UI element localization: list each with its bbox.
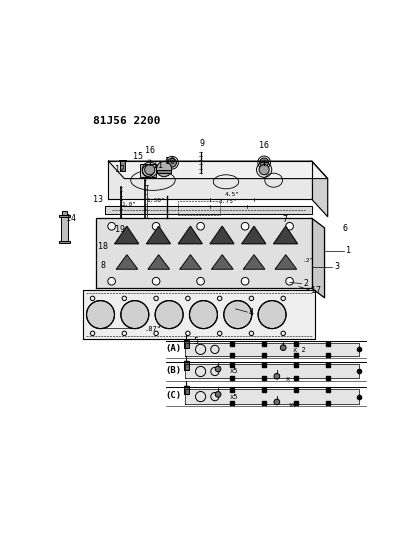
Polygon shape xyxy=(178,227,202,244)
Bar xyxy=(178,201,219,215)
Bar xyxy=(59,214,70,217)
Text: 1.0": 1.0" xyxy=(121,203,136,207)
Circle shape xyxy=(155,301,183,328)
Text: 19: 19 xyxy=(114,225,124,234)
Polygon shape xyxy=(184,343,359,356)
Text: 7: 7 xyxy=(282,215,287,224)
Circle shape xyxy=(196,222,204,230)
Circle shape xyxy=(108,277,115,285)
Text: 5: 5 xyxy=(193,337,198,346)
Circle shape xyxy=(86,301,114,328)
Bar xyxy=(62,211,67,215)
Bar xyxy=(59,240,70,243)
Polygon shape xyxy=(273,227,297,244)
Polygon shape xyxy=(148,255,169,269)
Bar xyxy=(183,386,189,394)
Circle shape xyxy=(258,301,285,328)
Circle shape xyxy=(152,222,160,230)
Circle shape xyxy=(240,277,248,285)
Polygon shape xyxy=(108,161,327,179)
Circle shape xyxy=(240,222,248,230)
Polygon shape xyxy=(96,219,311,288)
Text: (B): (B) xyxy=(165,366,181,375)
Text: .2": .2" xyxy=(301,258,313,263)
Circle shape xyxy=(215,392,220,397)
Ellipse shape xyxy=(156,161,171,177)
Bar xyxy=(140,164,156,177)
Circle shape xyxy=(121,301,148,328)
Polygon shape xyxy=(274,255,296,269)
Bar xyxy=(157,171,171,173)
Circle shape xyxy=(189,301,217,328)
Text: 11: 11 xyxy=(152,161,162,171)
Text: 6: 6 xyxy=(342,224,347,233)
Circle shape xyxy=(273,374,279,379)
Text: 81J56 2200: 81J56 2200 xyxy=(92,116,160,126)
Polygon shape xyxy=(243,255,264,269)
Text: 13: 13 xyxy=(93,196,103,204)
Circle shape xyxy=(273,399,279,405)
Text: 2: 2 xyxy=(302,279,307,288)
Polygon shape xyxy=(116,255,137,269)
Polygon shape xyxy=(180,255,201,269)
Bar xyxy=(118,159,125,161)
Polygon shape xyxy=(146,227,170,244)
Circle shape xyxy=(285,277,293,285)
Text: 3: 3 xyxy=(334,262,339,271)
Polygon shape xyxy=(241,227,265,244)
Polygon shape xyxy=(311,161,327,217)
Text: (A): (A) xyxy=(165,344,181,353)
Text: 8: 8 xyxy=(100,262,105,270)
Polygon shape xyxy=(108,161,311,199)
Text: x4: x4 xyxy=(288,401,296,408)
Polygon shape xyxy=(311,219,324,298)
Text: 9: 9 xyxy=(199,139,204,148)
Polygon shape xyxy=(210,227,234,244)
Bar xyxy=(183,340,189,348)
Circle shape xyxy=(223,301,251,328)
Circle shape xyxy=(152,277,160,285)
Text: x 2: x 2 xyxy=(292,347,305,353)
Text: (C): (C) xyxy=(165,391,181,400)
Text: 17: 17 xyxy=(310,286,320,295)
Polygon shape xyxy=(105,206,311,214)
Text: 1.38": 1.38" xyxy=(146,198,164,204)
Circle shape xyxy=(215,366,220,372)
Bar xyxy=(183,361,189,369)
Polygon shape xyxy=(184,365,359,378)
Text: 12: 12 xyxy=(114,165,124,174)
Bar xyxy=(119,161,124,171)
Circle shape xyxy=(280,345,285,351)
Text: 3.75": 3.75" xyxy=(218,199,237,204)
Text: 4: 4 xyxy=(248,308,253,317)
Text: x 2: x 2 xyxy=(285,376,299,382)
Text: x5: x5 xyxy=(229,394,238,400)
Circle shape xyxy=(258,165,269,175)
Circle shape xyxy=(285,222,293,230)
Text: x5: x5 xyxy=(229,368,238,375)
Polygon shape xyxy=(83,290,314,339)
Bar xyxy=(61,215,68,241)
Text: 10: 10 xyxy=(165,157,175,166)
Circle shape xyxy=(259,158,268,167)
Circle shape xyxy=(196,277,204,285)
Circle shape xyxy=(108,222,115,230)
Polygon shape xyxy=(115,227,138,244)
Circle shape xyxy=(144,165,155,175)
Text: 18: 18 xyxy=(97,242,108,251)
Text: 16: 16 xyxy=(144,146,154,155)
Text: 16: 16 xyxy=(258,141,268,150)
Text: .87": .87" xyxy=(144,326,161,332)
Text: 14: 14 xyxy=(66,214,76,223)
Polygon shape xyxy=(184,389,359,404)
Polygon shape xyxy=(211,255,232,269)
Text: 15: 15 xyxy=(133,152,142,161)
Text: 1: 1 xyxy=(345,246,350,255)
Circle shape xyxy=(167,158,176,167)
Text: 4.5": 4.5" xyxy=(224,192,239,197)
